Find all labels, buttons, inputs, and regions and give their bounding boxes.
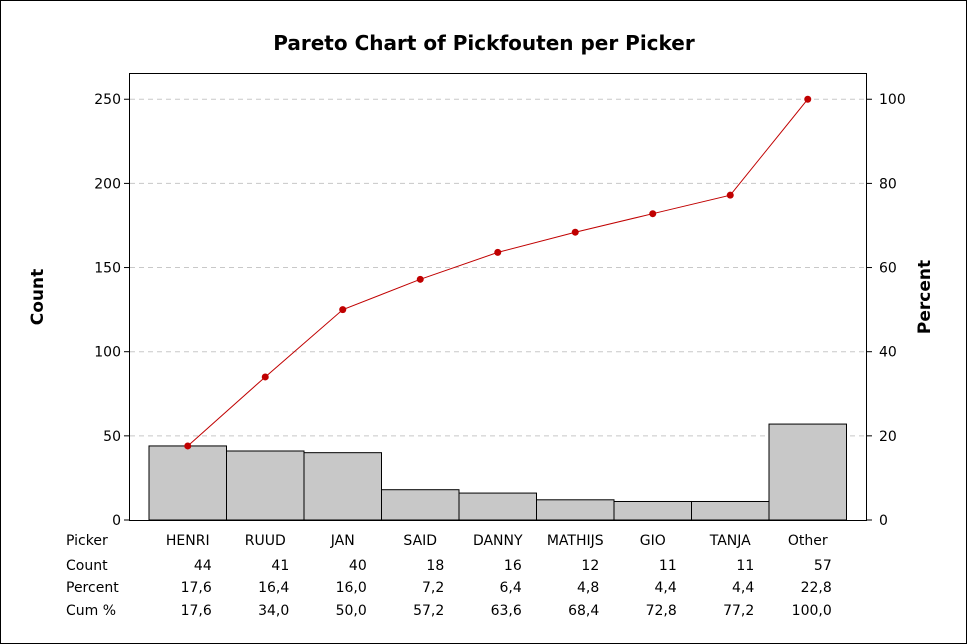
category-label: JAN (330, 533, 355, 549)
cumulative-point (571, 228, 579, 236)
y-tick-label: 250 (94, 92, 121, 108)
category-label: RUUD (245, 533, 286, 549)
bar-series (148, 423, 847, 521)
percent-value: 17,6 (181, 580, 212, 596)
cum-percent-value: 34,0 (258, 603, 289, 619)
bar (458, 492, 537, 521)
count-value: 12 (581, 558, 599, 574)
cum-percent-value: 77,2 (723, 603, 754, 619)
y-tick-label: 50 (103, 429, 121, 445)
percent-value: 4,8 (577, 580, 599, 596)
cumulative-percent-series (184, 95, 812, 450)
grid-lines (130, 98, 866, 437)
cum-percent-value: 63,6 (491, 603, 522, 619)
bar (381, 489, 460, 521)
bar (691, 500, 770, 521)
count-value: 11 (736, 558, 754, 574)
y2-tick-label: 40 (879, 345, 897, 361)
table-row-label: Count (66, 558, 108, 574)
percent-value: 4,4 (654, 580, 676, 596)
cum-percent-value: 50,0 (336, 603, 367, 619)
cum-percent-value: 68,4 (568, 603, 599, 619)
cum-percent-value: 17,6 (181, 603, 212, 619)
cumulative-point (804, 95, 812, 103)
category-label: TANJA (709, 533, 751, 549)
y2-tick-label: 20 (879, 429, 897, 445)
y-tick-label: 0 (112, 513, 121, 529)
y2-tick-label: 100 (879, 92, 906, 108)
y2-tick-label: 60 (879, 261, 897, 277)
category-label: DANNY (473, 533, 523, 549)
y-tick-label: 150 (94, 261, 121, 277)
count-value: 57 (814, 558, 832, 574)
y-axis-title: Count (28, 269, 48, 326)
category-label: HENRI (166, 533, 210, 549)
bar (226, 450, 305, 521)
percent-value: 22,8 (801, 580, 832, 596)
y2-tick-label: 80 (879, 176, 897, 192)
bar (303, 452, 382, 521)
count-value: 16 (504, 558, 522, 574)
bar (148, 445, 227, 521)
table-row-label: Picker (66, 533, 108, 549)
cum-percent-value: 100,0 (792, 603, 832, 619)
category-label: GIO (640, 533, 666, 549)
bar (536, 499, 615, 521)
cumulative-point (726, 191, 734, 199)
count-value: 11 (659, 558, 677, 574)
percent-value: 6,4 (499, 580, 521, 596)
bar (613, 500, 692, 521)
table-row-label: Cum % (66, 603, 116, 619)
y2-tick-label: 0 (879, 513, 888, 529)
cumulative-point (416, 275, 424, 283)
bar (768, 423, 847, 521)
percent-value: 16,0 (336, 580, 367, 596)
cumulative-point (184, 442, 192, 450)
chart-title: Pareto Chart of Pickfouten per Picker (273, 31, 695, 55)
cumulative-point (494, 248, 502, 256)
count-value: 40 (349, 558, 367, 574)
cum-percent-value: 57,2 (413, 603, 444, 619)
count-value: 44 (194, 558, 212, 574)
count-value: 41 (271, 558, 289, 574)
percent-value: 16,4 (258, 580, 289, 596)
category-label: Other (788, 533, 828, 549)
plot-area (129, 73, 867, 521)
y2-axis-title: Percent (915, 260, 935, 334)
category-label: SAID (403, 533, 437, 549)
cum-percent-value: 72,8 (646, 603, 677, 619)
cumulative-point (649, 210, 657, 218)
percent-value: 4,4 (732, 580, 754, 596)
percent-value: 7,2 (422, 580, 444, 596)
count-value: 18 (426, 558, 444, 574)
y2-axis: 0 20 40 60 80 100 (866, 92, 906, 529)
table-row-label: Percent (66, 580, 119, 596)
y-tick-label: 200 (94, 176, 121, 192)
data-table: Picker Count Percent Cum % HENRI RUUD JAN SAID D… (66, 533, 832, 619)
cumulative-point (339, 306, 347, 314)
cumulative-point (261, 373, 269, 381)
y-axis: 0 50 100 150 200 250 (94, 92, 130, 529)
category-label: MATHIJS (547, 533, 604, 549)
y-tick-label: 100 (94, 345, 121, 361)
